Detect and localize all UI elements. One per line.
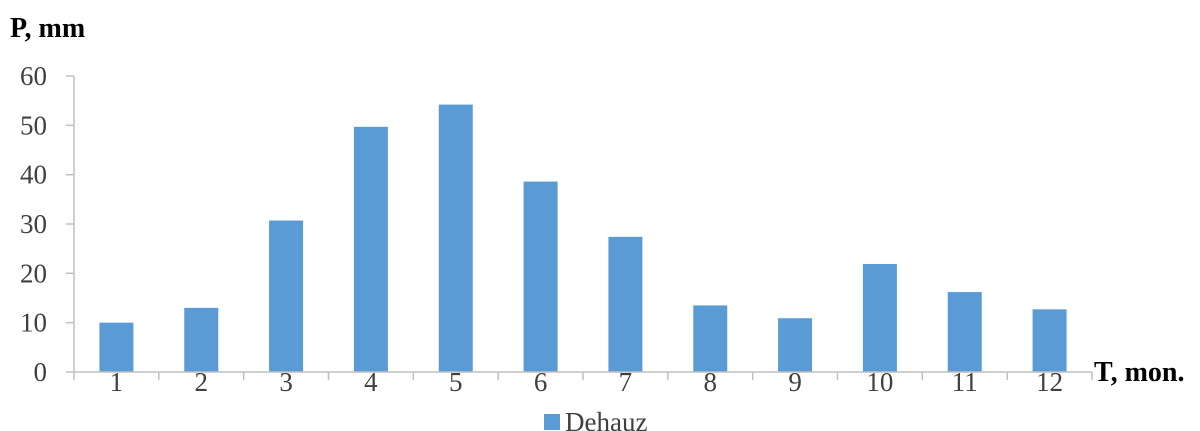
legend: Dehauz <box>544 407 647 431</box>
x-tick-label: 11 <box>952 367 978 397</box>
y-tick-label: 30 <box>20 209 47 239</box>
bar-month-10 <box>862 263 897 372</box>
y-tick-label: 60 <box>20 61 47 91</box>
x-tick-label: 10 <box>866 367 893 397</box>
y-tick-label: 20 <box>20 258 47 288</box>
bar-month-11 <box>947 292 982 372</box>
x-tick-label: 5 <box>449 367 463 397</box>
x-tick-label: 1 <box>110 367 124 397</box>
x-tick-label: 3 <box>279 367 293 397</box>
bar-month-8 <box>693 305 728 372</box>
legend-label-dehauz: Dehauz <box>565 407 647 431</box>
x-tick-label: 2 <box>195 367 209 397</box>
x-tick-label: 7 <box>619 367 633 397</box>
bar-month-12 <box>1032 309 1067 372</box>
bar-month-6 <box>523 181 558 372</box>
legend-swatch-dehauz <box>544 414 560 430</box>
bar-month-4 <box>353 126 388 373</box>
bar-series <box>99 104 1067 373</box>
bar-month-3 <box>269 220 304 372</box>
y-tick-label: 0 <box>34 357 48 387</box>
y-tick-label: 50 <box>20 110 47 140</box>
bar-month-5 <box>438 104 473 372</box>
y-tick-label: 40 <box>20 160 47 190</box>
x-tick-label: 12 <box>1036 367 1063 397</box>
x-axis-title: T, mon. <box>1094 357 1185 388</box>
x-axis: 1 2 3 4 5 6 7 8 9 10 11 12 <box>73 367 1093 397</box>
x-tick-label: 4 <box>364 367 378 397</box>
bar-month-2 <box>184 307 219 372</box>
y-axis: 0 10 20 30 40 50 60 <box>20 61 75 387</box>
x-tick-label: 6 <box>534 367 548 397</box>
bar-month-9 <box>778 318 813 372</box>
y-tick-label: 10 <box>20 308 47 338</box>
y-axis-title: P, mm <box>10 13 85 44</box>
x-tick-label: 8 <box>704 367 718 397</box>
bar-month-1 <box>99 322 134 372</box>
bar-month-7 <box>608 236 643 372</box>
x-tick-label: 9 <box>788 367 802 397</box>
